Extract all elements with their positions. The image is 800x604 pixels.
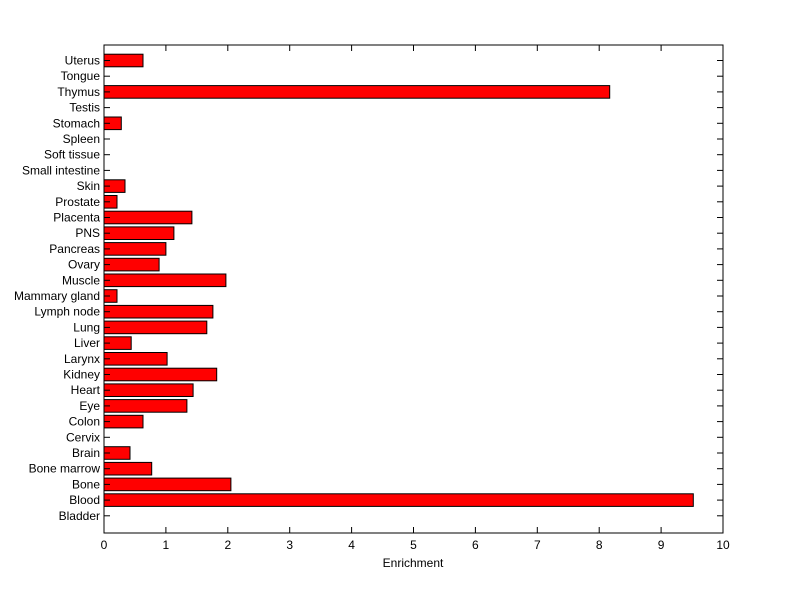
x-tick-label-0: 0 — [101, 538, 108, 552]
bar-bone — [103, 477, 232, 492]
bar-ovary — [103, 257, 160, 272]
x-tick-label-7: 7 — [534, 538, 541, 552]
y-tick-label-soft-tissue: Soft tissue — [44, 148, 100, 162]
bar-blood — [103, 493, 694, 507]
bar-pancreas — [103, 242, 167, 256]
x-tick-label-4: 4 — [348, 538, 355, 552]
plot-frame — [103, 44, 724, 534]
y-tick-label-small-intestine: Small intestine — [22, 163, 100, 177]
bar-pns — [103, 226, 175, 240]
y-tick-label-lymph-node: Lymph node — [34, 305, 100, 319]
y-tick-label-muscle: Muscle — [62, 273, 100, 287]
y-tick-label-thymus: Thymus — [57, 85, 100, 99]
x-tick-label-6: 6 — [472, 538, 479, 552]
bar-eye — [103, 399, 188, 413]
x-tick-label-2: 2 — [224, 538, 231, 552]
y-tick-label-bone-marrow: Bone marrow — [29, 462, 101, 476]
y-tick-label-kidney: Kidney — [63, 368, 100, 382]
y-tick-label-stomach: Stomach — [53, 116, 100, 130]
y-tick-label-heart: Heart — [71, 383, 101, 397]
x-tick-label-9: 9 — [658, 538, 665, 552]
y-tick-label-bladder: Bladder — [59, 509, 100, 523]
y-tick-label-eye: Eye — [79, 399, 100, 413]
bar-kidney — [103, 367, 218, 382]
bar-lung — [103, 320, 208, 335]
y-tick-label-placenta: Placenta — [53, 211, 100, 225]
bar-lymph-node — [103, 304, 214, 319]
bar-placenta — [103, 210, 193, 225]
y-tick-label-skin: Skin — [77, 179, 100, 193]
y-tick-label-blood: Blood — [69, 493, 100, 507]
y-tick-label-colon: Colon — [69, 415, 100, 429]
x-tick-label-8: 8 — [596, 538, 603, 552]
y-tick-label-prostate: Prostate — [55, 195, 100, 209]
y-tick-label-spleen: Spleen — [63, 132, 100, 146]
bar-heart — [103, 383, 194, 397]
y-tick-label-pancreas: Pancreas — [49, 242, 100, 256]
ticks — [103, 45, 724, 533]
y-tick-label-lung: Lung — [73, 320, 100, 334]
bar-larynx — [103, 352, 168, 366]
y-tick-label-larynx: Larynx — [64, 352, 100, 366]
y-tick-label-ovary: Ovary — [68, 258, 100, 272]
y-tick-label-bone: Bone — [72, 477, 100, 491]
x-tick-label-1: 1 — [163, 538, 170, 552]
y-tick-label-tongue: Tongue — [61, 69, 101, 83]
bar-bone-marrow — [103, 461, 153, 476]
x-tick-label-3: 3 — [286, 538, 293, 552]
x-axis-label: Enrichment — [383, 556, 444, 570]
y-tick-label-uterus: Uterus — [65, 54, 100, 68]
y-tick-label-mammary-gland: Mammary gland — [14, 289, 100, 303]
y-tick-label-pns: PNS — [75, 226, 100, 240]
y-tick-label-liver: Liver — [74, 336, 100, 350]
y-tick-label-cervix: Cervix — [66, 430, 100, 444]
x-tick-label-10: 10 — [716, 538, 730, 552]
bar-thymus — [103, 85, 611, 99]
y-tick-label-brain: Brain — [72, 446, 100, 460]
bar-muscle — [103, 273, 227, 288]
y-tick-label-testis: Testis — [69, 101, 100, 115]
bars — [103, 53, 694, 507]
x-tick-label-5: 5 — [410, 538, 417, 552]
